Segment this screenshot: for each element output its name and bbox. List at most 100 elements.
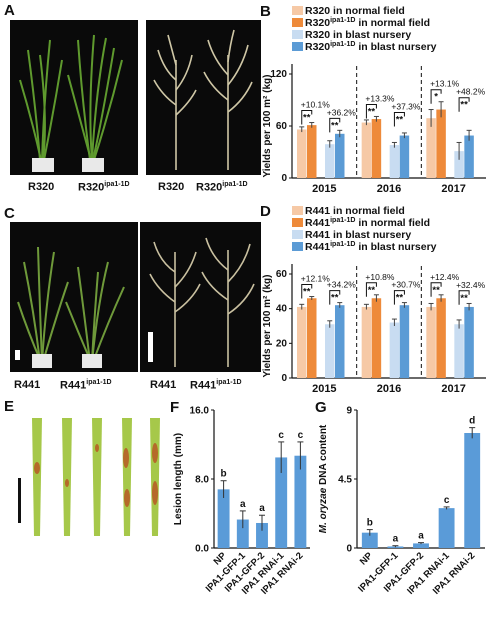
- legend-label: R441ipa1-1D in blast nursery: [305, 241, 437, 253]
- bar: [275, 457, 288, 548]
- legend-swatch: [292, 230, 303, 239]
- label-r441-mut-c: R441ipa1-1D: [60, 379, 112, 392]
- sig-blast: **: [396, 293, 404, 304]
- pct-blast: +32.4%: [456, 280, 486, 290]
- sig-bracket-normal: [301, 110, 313, 125]
- sig-blast: **: [460, 100, 468, 111]
- bar: [399, 135, 410, 178]
- significance-letter: c: [278, 430, 284, 441]
- sig-normal: **: [303, 113, 311, 124]
- pct-normal: +13.1%: [430, 79, 460, 89]
- y-tick-label: 0: [281, 373, 287, 384]
- x-tick-label: 2017: [441, 183, 465, 195]
- y-axis-label: Yields per 100 m² (kg): [262, 75, 273, 178]
- bar: [371, 119, 382, 178]
- sig-bracket-blast: [458, 290, 470, 305]
- bar: [464, 135, 474, 178]
- sig-blast: **: [396, 114, 404, 125]
- photo-panicles-r320: [146, 20, 261, 175]
- sig-bracket-normal: [365, 282, 377, 297]
- sig-bracket-blast: [393, 290, 405, 305]
- x-tick-label: 2017: [441, 383, 465, 395]
- bar: [464, 306, 474, 378]
- panel-letter-f: F: [170, 399, 179, 416]
- sig-bracket-blast: [393, 111, 405, 127]
- label-r441-mut-c2: R441ipa1-1D: [190, 379, 242, 392]
- legend-label: R441 in normal field: [305, 205, 405, 217]
- bar: [426, 118, 436, 178]
- x-tick-label: NP: [358, 550, 376, 568]
- legend-label: R320ipa1-1D in blast nursery: [305, 41, 437, 53]
- bar: [361, 306, 372, 378]
- pct-normal: +10.1%: [301, 100, 331, 110]
- significance-letter: a: [418, 531, 424, 542]
- panel-letter-a: A: [4, 2, 15, 19]
- y-tick-label: 8.0: [195, 475, 209, 486]
- bar: [307, 125, 317, 178]
- pct-normal: +13.3%: [365, 93, 395, 103]
- legend-swatch: [292, 218, 303, 227]
- panel-letter-b: B: [260, 3, 271, 20]
- bar: [294, 455, 307, 548]
- x-tick-label: 2016: [377, 383, 401, 395]
- sig-bracket-blast: [329, 117, 341, 133]
- legend-label: R320ipa1-1D in normal field: [305, 17, 430, 29]
- y-axis-label: Yields per 100 m² (kg): [262, 275, 273, 378]
- label-r320-mut-a2: R320ipa1-1D: [196, 181, 248, 194]
- legend-label: R320 in normal field: [305, 5, 405, 17]
- bar: [325, 144, 335, 178]
- sig-bracket-blast: [458, 97, 470, 112]
- bar: [438, 508, 455, 548]
- y-tick-label: 0: [346, 544, 352, 555]
- pct-normal: +12.4%: [430, 272, 460, 282]
- bar: [297, 129, 307, 178]
- panel-letter-c: C: [4, 205, 15, 222]
- legend-label: R441ipa1-1D in normal field: [305, 217, 430, 229]
- significance-letter: c: [298, 430, 304, 441]
- sig-normal: **: [368, 106, 376, 117]
- sig-bracket-normal: [430, 282, 442, 297]
- bar: [236, 519, 249, 548]
- legend-label: R320 in blast nursery: [305, 29, 411, 41]
- legend-swatch: [292, 42, 303, 51]
- panel-letter-g: G: [315, 399, 327, 416]
- photo-plants-r441: [10, 222, 138, 372]
- leaf-lesion-images: [18, 418, 168, 538]
- bar: [413, 543, 429, 548]
- bar: [464, 433, 481, 548]
- bar: [436, 298, 446, 378]
- bar: [399, 305, 410, 378]
- label-r441-wt-c2: R441: [150, 379, 177, 391]
- bar: [361, 532, 378, 548]
- legend-swatch: [292, 30, 303, 39]
- sig-bracket-normal: [365, 103, 377, 119]
- sig-normal: **: [303, 287, 311, 298]
- label-r320-wt-a2: R320: [158, 181, 185, 193]
- significance-letter: a: [259, 503, 265, 514]
- y-tick-label: 20: [276, 338, 288, 349]
- y-axis-label: Lesion length (mm): [173, 433, 184, 525]
- significance-letter: b: [367, 518, 373, 529]
- sig-normal: **: [368, 285, 376, 296]
- label-r320-mut-a: R320ipa1-1D: [78, 181, 130, 194]
- y-tick-label: 9: [346, 406, 352, 417]
- x-tick-label: 2016: [377, 183, 401, 195]
- bar: [335, 133, 345, 178]
- legend-label: R441 in blast nursery: [305, 229, 411, 241]
- photo-panicles-r441: [140, 222, 261, 372]
- chart-g: G04.59M. oryzae DNA contentbNPaIPA1-GFP-…: [315, 399, 485, 597]
- y-tick-label: 0.0: [195, 544, 209, 555]
- bar: [371, 298, 382, 378]
- legend-swatch: [292, 242, 303, 251]
- photo-plants-r320: [10, 20, 138, 175]
- bar: [426, 306, 436, 378]
- legend-swatch: [292, 206, 303, 215]
- panel-letter-e: E: [4, 398, 15, 415]
- significance-letter: c: [444, 495, 450, 506]
- sig-normal: *: [434, 92, 438, 103]
- sig-blast: **: [331, 120, 339, 131]
- y-tick-label: 4.5: [338, 475, 352, 486]
- y-tick-label: 60: [276, 121, 288, 132]
